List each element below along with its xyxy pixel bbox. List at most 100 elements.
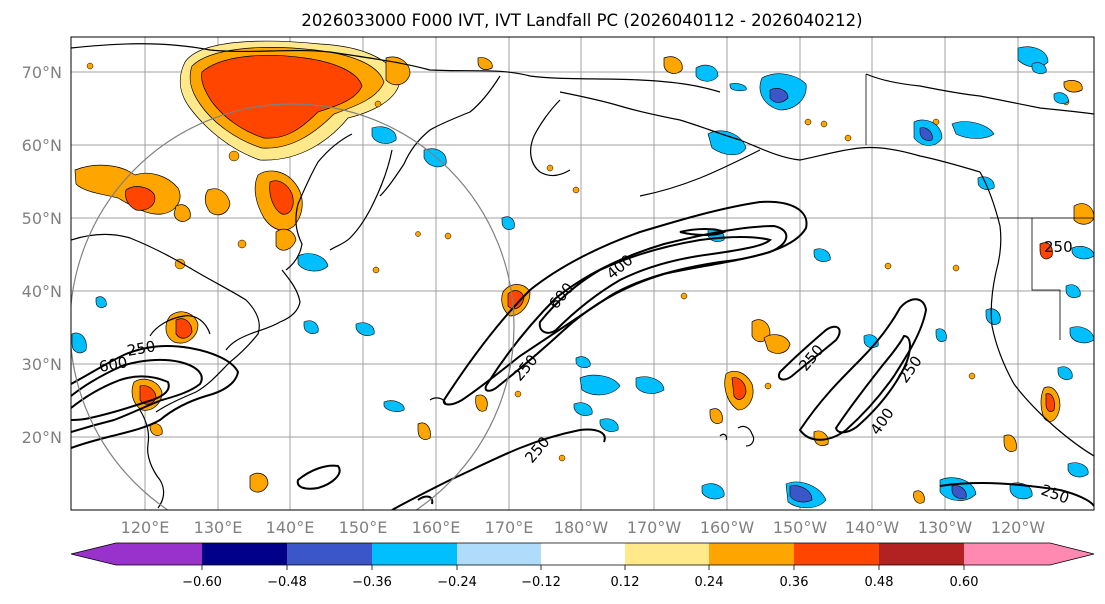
islands <box>429 397 447 405</box>
pc-region-dark-blue <box>951 485 967 499</box>
lon-label: 140°E <box>266 518 315 537</box>
ivt-contour-250-east <box>798 298 928 441</box>
latitude-labels: 70°N 60°N 50°N 40°N 30°N 20°N <box>22 63 62 447</box>
pc-cell <box>764 382 772 390</box>
ivt-contour-250-west <box>71 345 240 449</box>
lat-label: 30°N <box>22 355 62 374</box>
kamchatka <box>329 149 393 251</box>
contour-label: 600 <box>98 353 129 376</box>
pc-region-blue <box>371 126 397 144</box>
colorbar-swatch <box>457 543 541 565</box>
japan <box>225 269 301 351</box>
pc-region-blue <box>1065 284 1081 298</box>
pc-cell <box>372 266 380 274</box>
ivt-contour-400-ar <box>484 224 788 392</box>
ivt-contour-250-se <box>939 482 1094 507</box>
pc-cell <box>820 120 828 128</box>
colorbar-swatch <box>116 543 202 565</box>
colorbar-tick-label: −0.12 <box>521 575 561 590</box>
pc-region-orange <box>763 334 791 354</box>
pc-cell <box>415 231 421 237</box>
colorbar-swatch <box>709 543 794 565</box>
pc-small-positive-cells <box>86 62 1070 462</box>
colorbar-tick-label: −0.60 <box>182 575 222 590</box>
pc-region-dark-blue <box>769 88 789 103</box>
pacific-northwest-coast <box>979 171 1094 457</box>
pc-region-red-orange <box>1039 242 1053 260</box>
pc-region-red-orange <box>269 180 294 215</box>
lon-label: 140°W <box>845 518 900 537</box>
pc-cell <box>444 232 452 240</box>
ivt-contour-600-ar <box>538 236 772 334</box>
colorbar-outline <box>70 542 1095 566</box>
pc-region-orange <box>475 394 488 412</box>
pc-cell <box>546 164 554 172</box>
pc-region-blue <box>1053 92 1069 104</box>
contour-label: 250 <box>1044 238 1073 256</box>
lon-label: 120°E <box>121 518 170 537</box>
colorbar-swatch <box>202 543 287 565</box>
pc-region-blue <box>813 248 831 262</box>
pc-cell <box>844 134 852 142</box>
map-frame <box>70 36 1095 511</box>
pc-region-red-orange <box>125 186 156 211</box>
colorbar-tick-label: 0.48 <box>865 575 894 590</box>
pc-region-blue <box>935 328 947 342</box>
pc-region-blue <box>1017 46 1049 68</box>
colorbar-tick-label: 0.60 <box>950 575 979 590</box>
ivt-contour-250-small <box>417 495 434 505</box>
pc-region-blue <box>707 130 747 156</box>
colorbar-tick-label: −0.48 <box>267 575 307 590</box>
pc-region-blue <box>423 148 447 168</box>
pc-region-blue <box>297 253 329 272</box>
colorbar-swatch <box>541 543 625 565</box>
hawaii <box>737 425 755 447</box>
pc-region-blue <box>575 356 591 368</box>
lon-label: 170°E <box>485 518 534 537</box>
pc-cell <box>884 262 892 270</box>
canada-arctic <box>865 73 1094 115</box>
siberia-arctic-coast <box>71 43 721 93</box>
lat-label: 60°N <box>22 136 62 155</box>
pc-region-dark-blue <box>919 127 933 141</box>
figure-title: 2026033000 F000 IVT, IVT Landfall PC (20… <box>301 11 862 30</box>
pc-cell <box>572 186 580 194</box>
lon-label: 130°E <box>194 518 243 537</box>
pc-region-blue <box>303 320 319 334</box>
pc-region-orange <box>149 423 163 436</box>
pc-cell <box>952 264 960 272</box>
longitude-labels: 120°E 130°E 140°E 150°E 160°E 170°E 180°… <box>121 518 1046 537</box>
colorbar-swatch <box>287 543 372 565</box>
ivt-contours <box>71 200 1094 510</box>
lon-label: 150°W <box>773 518 828 537</box>
pc-region-blue <box>1067 462 1089 478</box>
pc-region-blue <box>95 296 107 308</box>
pc-cell <box>374 100 382 108</box>
ivt-contour-250-south <box>391 428 606 510</box>
colorbar-swatch <box>879 543 964 565</box>
pc-region-orange <box>1063 80 1083 93</box>
colorbar-ticks <box>201 565 965 570</box>
pc-region-blue <box>355 322 375 336</box>
pc-region-orange <box>417 422 431 440</box>
pc-region-orange <box>751 319 771 343</box>
pc-cell <box>804 118 812 126</box>
lon-label: 120°W <box>991 518 1046 537</box>
pc-region-red-orange <box>201 55 363 139</box>
pc-positive-shading <box>74 40 1094 504</box>
ivt-contour-250-small <box>296 464 341 490</box>
contour-label: 250 <box>126 337 157 360</box>
korea <box>149 315 211 337</box>
colorbar-swatch <box>964 543 1050 565</box>
colorbar-extend-min <box>71 543 116 565</box>
ivt-contour-400-east <box>834 334 911 434</box>
pc-region-orange <box>204 188 231 216</box>
landfall-region-circle <box>71 103 515 510</box>
colorbar-swatch <box>794 543 879 565</box>
pc-region-blue <box>501 216 515 230</box>
lon-label: 160°E <box>412 518 461 537</box>
okhotsk-coast <box>285 133 353 271</box>
pc-region-blue <box>635 376 665 394</box>
pc-cell <box>237 239 247 249</box>
